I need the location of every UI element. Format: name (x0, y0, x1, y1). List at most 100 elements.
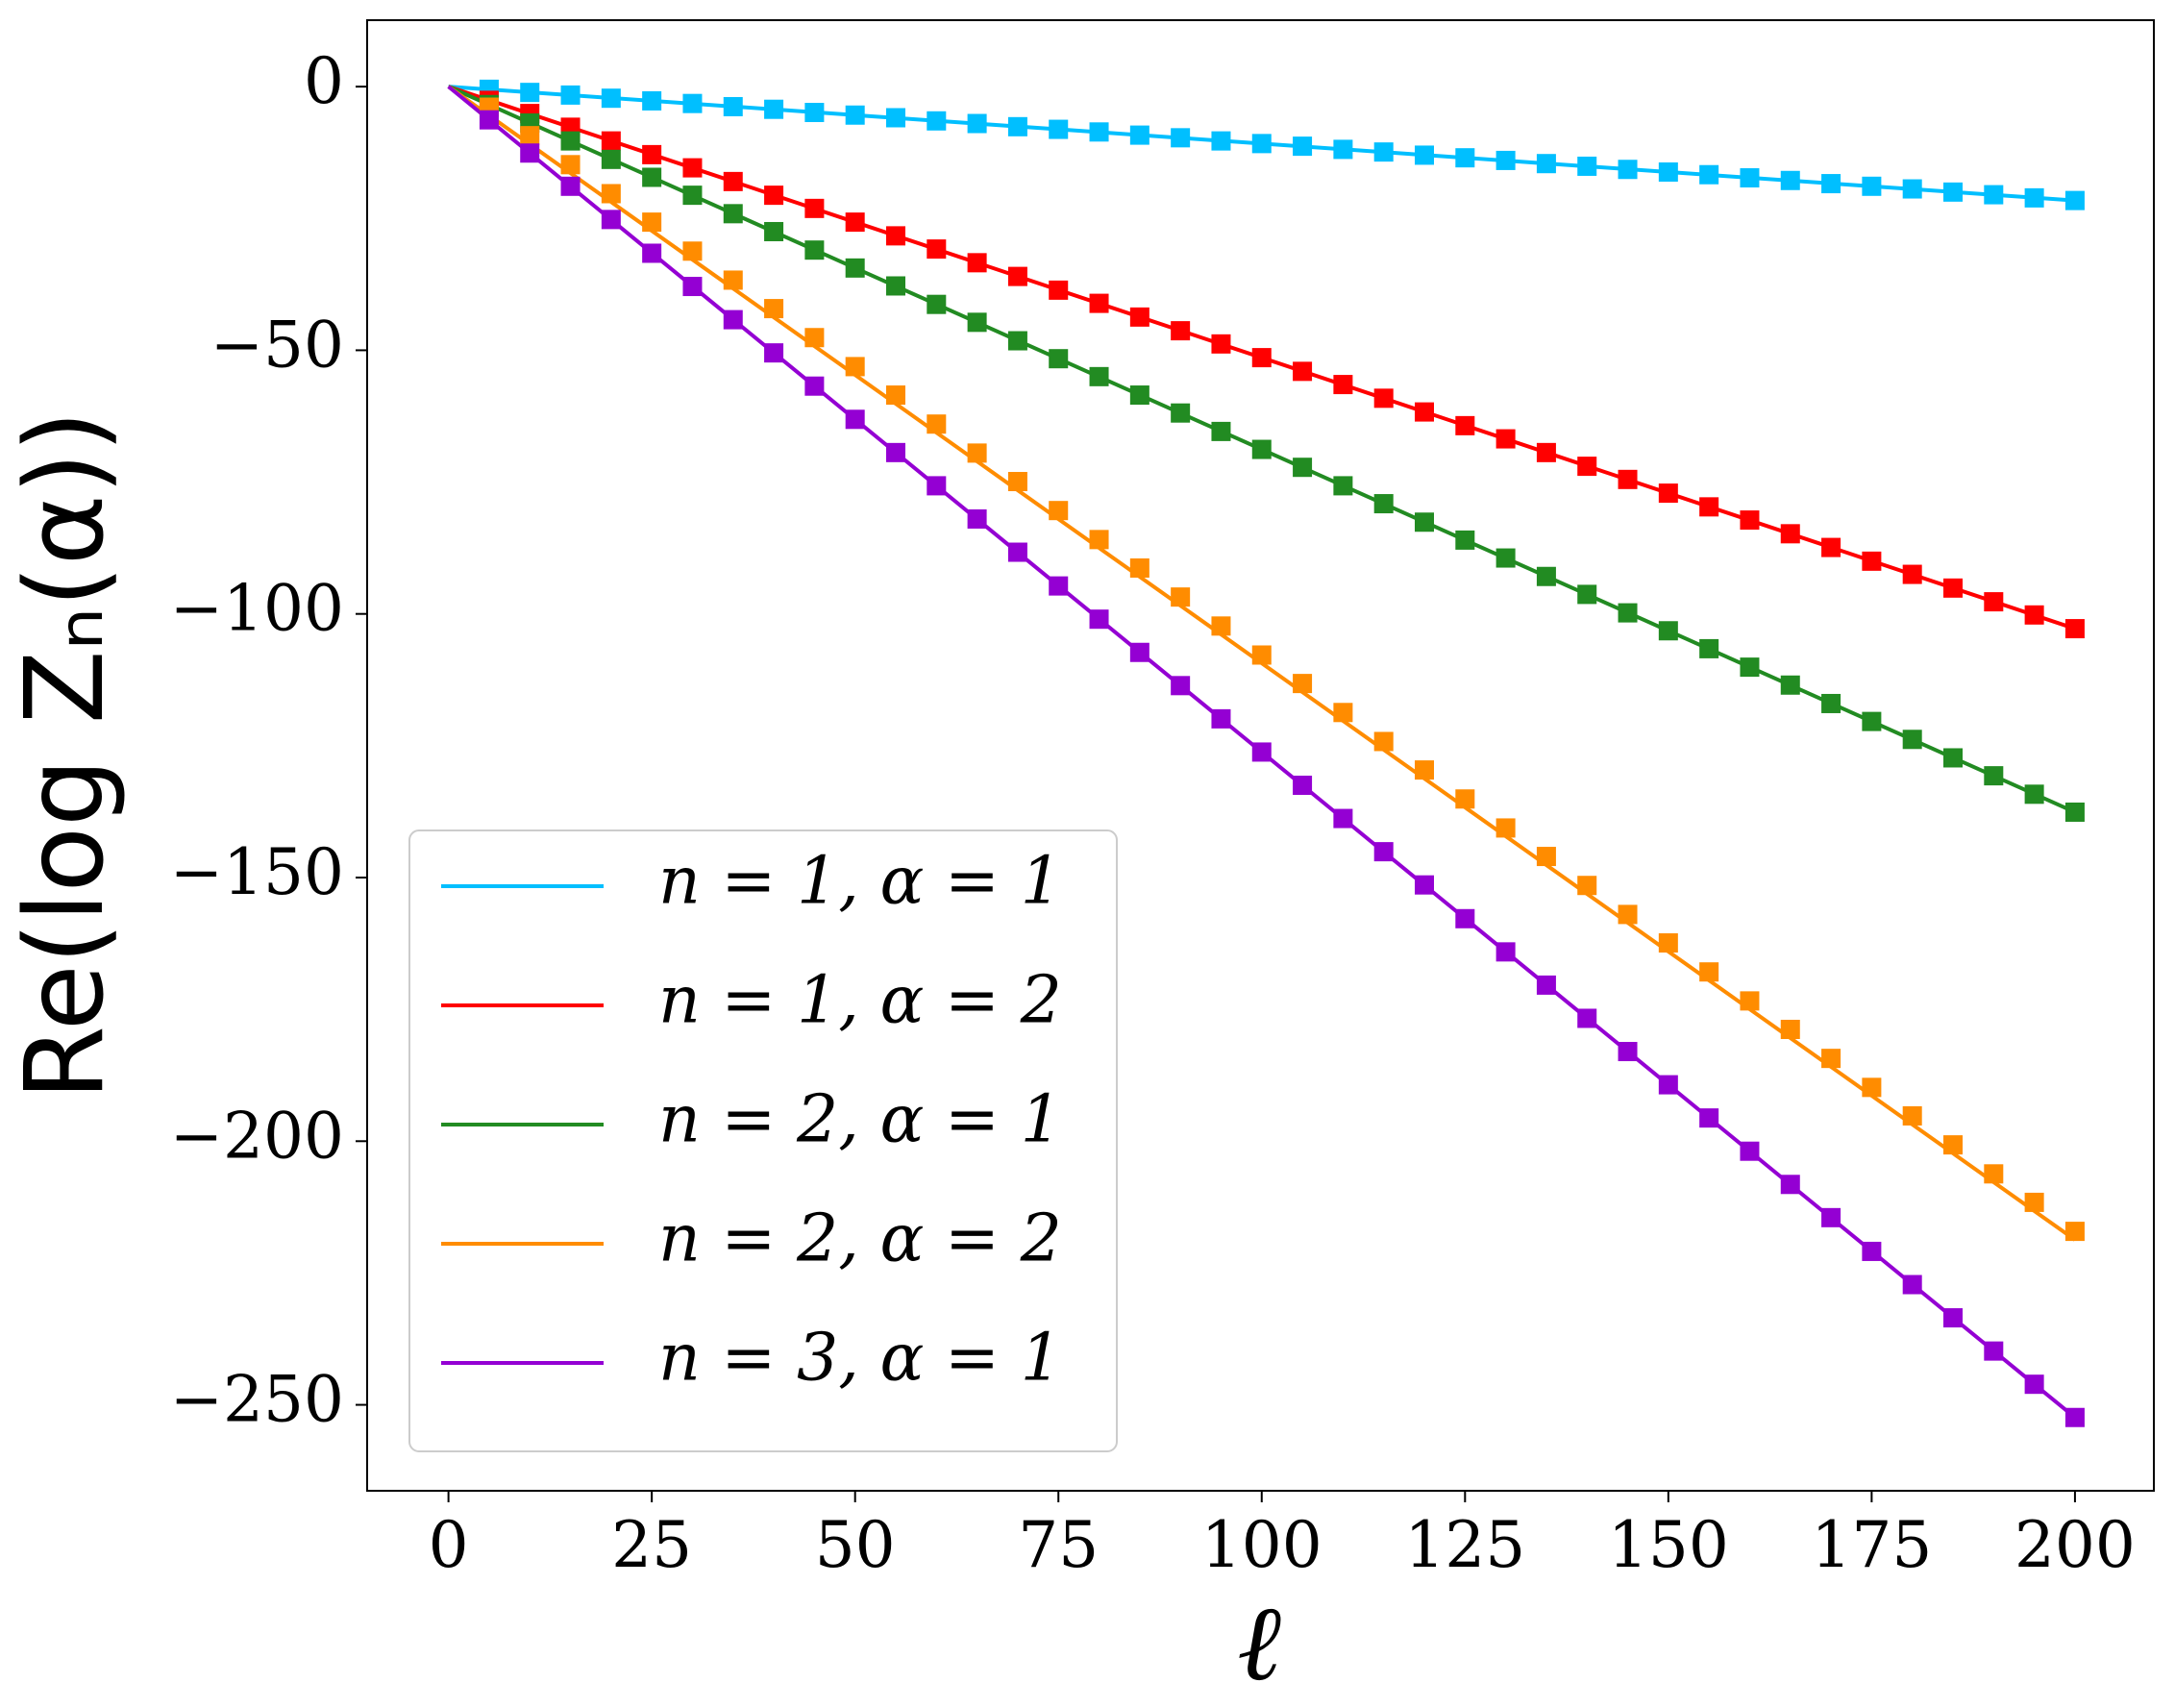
marker (1129, 307, 1149, 327)
marker (1618, 603, 1638, 623)
marker (927, 111, 947, 131)
marker (1373, 842, 1394, 862)
marker (1211, 334, 1231, 354)
marker (1862, 1241, 1882, 1261)
marker (1902, 730, 1922, 750)
marker (2024, 187, 2044, 208)
marker (1740, 168, 1760, 188)
marker (804, 376, 825, 396)
marker (520, 143, 540, 163)
legend-label: n = 2, α = 2 (658, 1201, 1062, 1277)
marker (2024, 784, 2044, 804)
marker (2064, 619, 2085, 639)
marker (764, 299, 784, 319)
marker (1293, 775, 1313, 795)
marker (1699, 962, 1719, 982)
marker (1536, 154, 1556, 174)
marker (682, 241, 703, 261)
marker (1211, 421, 1231, 441)
marker (723, 309, 743, 330)
marker (2064, 1407, 2085, 1427)
marker (1495, 548, 1516, 568)
marker (1943, 1135, 1963, 1155)
y-tick-label: 0 (304, 44, 344, 118)
marker (1740, 1141, 1760, 1161)
marker (1577, 1008, 1597, 1028)
marker (1984, 1164, 2004, 1184)
marker (1333, 139, 1353, 160)
marker (1415, 145, 1434, 165)
marker (1740, 510, 1760, 531)
marker (804, 103, 825, 123)
marker (1821, 174, 1841, 194)
marker (1495, 150, 1516, 170)
legend-box (408, 829, 1118, 1452)
marker (1943, 1308, 1963, 1328)
marker (1902, 1275, 1922, 1295)
marker (1862, 1077, 1882, 1098)
y-tick-label: −250 (170, 1363, 344, 1437)
marker (479, 110, 499, 130)
marker (1862, 176, 1882, 196)
marker (1495, 429, 1516, 449)
plot-frame (366, 19, 2155, 1492)
marker (1293, 674, 1313, 694)
marker (1618, 160, 1638, 180)
marker (845, 212, 865, 233)
marker (723, 171, 743, 191)
marker (2064, 190, 2085, 210)
marker (1049, 280, 1069, 300)
marker (1333, 375, 1353, 395)
x-tick-label: 200 (2014, 1508, 2136, 1582)
marker (845, 105, 865, 125)
marker (601, 184, 621, 204)
marker (1333, 703, 1353, 723)
marker (1984, 592, 2004, 612)
marker (927, 414, 947, 434)
marker (967, 312, 987, 333)
y-tick-label: −50 (210, 308, 344, 382)
marker (1536, 442, 1556, 462)
marker (1211, 708, 1231, 729)
marker (1049, 349, 1069, 369)
marker (886, 226, 905, 246)
marker (1740, 991, 1760, 1011)
marker (601, 149, 621, 169)
marker (1658, 161, 1678, 182)
marker (723, 270, 743, 290)
marker (1455, 148, 1475, 168)
marker (1171, 321, 1191, 341)
marker (1943, 748, 1963, 768)
marker (1007, 472, 1027, 492)
marker (1902, 1105, 1922, 1126)
x-tick-label: 125 (1404, 1508, 1525, 1582)
marker (1455, 908, 1475, 928)
y-axis-label: Re(log Zₙ(α)) (3, 410, 128, 1101)
marker (1780, 1175, 1800, 1195)
marker (1902, 179, 1922, 199)
marker (560, 155, 581, 175)
marker (1577, 584, 1597, 605)
marker (886, 442, 905, 462)
marker (1455, 530, 1475, 550)
marker (1658, 621, 1678, 641)
marker (967, 443, 987, 463)
marker (1618, 469, 1638, 489)
marker (1821, 693, 1841, 713)
marker (520, 83, 540, 103)
marker (1171, 403, 1191, 423)
marker (804, 240, 825, 260)
marker (1251, 348, 1272, 368)
marker (927, 294, 947, 314)
marker (927, 239, 947, 260)
x-axis-label: ℓ (1237, 1581, 1281, 1704)
marker (967, 113, 987, 134)
marker (1089, 293, 1109, 313)
marker (1171, 676, 1191, 696)
x-tick-label: 175 (1811, 1508, 1932, 1582)
marker (1984, 185, 2004, 205)
marker (1455, 415, 1475, 435)
marker (1862, 711, 1882, 731)
marker (642, 167, 662, 187)
marker (1373, 494, 1394, 514)
